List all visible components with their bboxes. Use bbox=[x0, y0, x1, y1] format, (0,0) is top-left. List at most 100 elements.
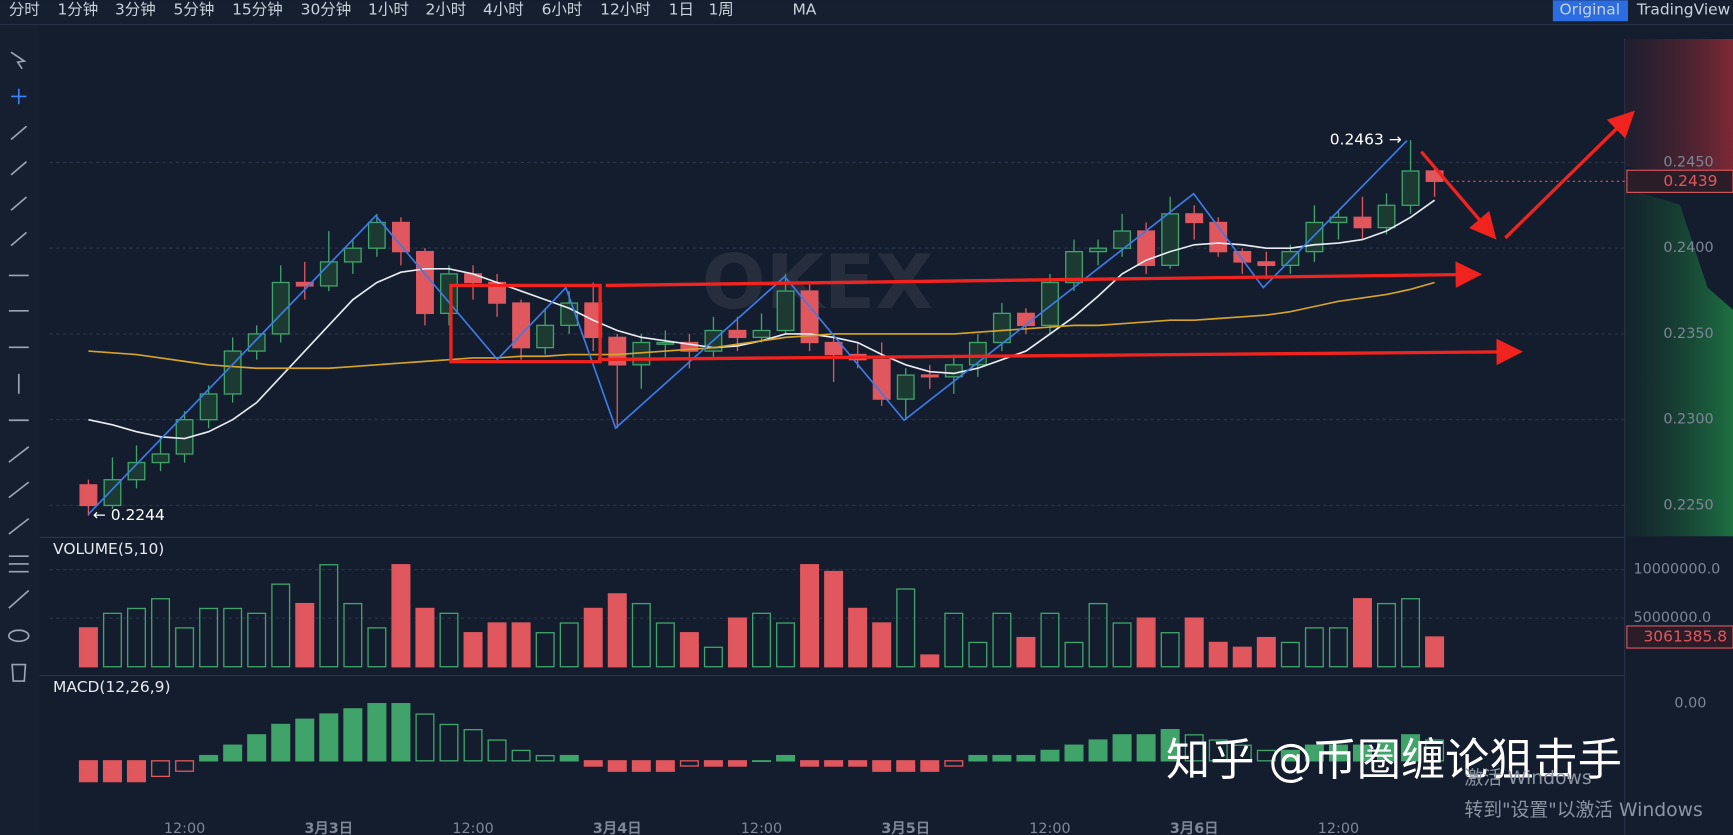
volume-bar bbox=[992, 612, 1012, 668]
timeframe[interactable]: 2小时 bbox=[426, 1, 467, 19]
macd-bar bbox=[800, 760, 820, 767]
macd-bar bbox=[655, 760, 675, 772]
last-volume-label: 3061385.8 bbox=[1643, 627, 1727, 645]
candle-body bbox=[416, 250, 434, 315]
volume-bar bbox=[102, 612, 122, 668]
volume-bar bbox=[920, 654, 940, 668]
volume-bar bbox=[800, 564, 820, 668]
volume-bar bbox=[1232, 646, 1252, 668]
volume-bar bbox=[223, 607, 243, 668]
volume-bar bbox=[896, 588, 916, 668]
arrow bbox=[1504, 110, 1635, 240]
macd-bar bbox=[848, 760, 868, 767]
volume-bar bbox=[439, 612, 459, 668]
volume-bar bbox=[1328, 627, 1348, 668]
macd-bar bbox=[1088, 739, 1108, 762]
candle-body bbox=[776, 290, 795, 332]
volume-bar bbox=[487, 622, 507, 668]
macd-bar bbox=[247, 734, 267, 762]
volume-bar bbox=[776, 622, 796, 668]
macd-bar bbox=[223, 744, 243, 762]
macd-bar bbox=[1280, 749, 1300, 762]
volume-bar bbox=[1112, 622, 1132, 668]
macd-bar bbox=[367, 703, 387, 762]
timeframe[interactable]: 1日 bbox=[669, 1, 694, 19]
volume-bar bbox=[1256, 636, 1276, 668]
zigzag bbox=[87, 140, 1408, 515]
candle-body bbox=[151, 453, 170, 464]
candle-body bbox=[824, 341, 843, 356]
macd-bar bbox=[535, 754, 555, 762]
macd-bar bbox=[968, 754, 988, 762]
macd-bar bbox=[1377, 739, 1397, 762]
volume-bar bbox=[559, 622, 579, 668]
macd-bar bbox=[1232, 744, 1252, 762]
macd-bar bbox=[415, 713, 435, 762]
macd-bar bbox=[1064, 744, 1084, 762]
candle-body bbox=[1089, 247, 1107, 253]
x-tick-label: 3月3日 bbox=[304, 820, 353, 835]
candle-body bbox=[103, 479, 122, 507]
timeframe[interactable]: 30分钟 bbox=[301, 1, 352, 19]
volume-bar bbox=[1352, 598, 1372, 668]
x-tick-label: 12:00 bbox=[1029, 821, 1070, 835]
candle-body bbox=[367, 221, 386, 249]
candle-body bbox=[1353, 216, 1372, 229]
volume-bar bbox=[1040, 612, 1060, 668]
y-tick-label: 0.2450 bbox=[1663, 154, 1713, 170]
candle-body bbox=[199, 393, 218, 421]
timeframe[interactable]: 15分钟 bbox=[232, 1, 283, 19]
candle-body bbox=[656, 341, 675, 345]
volume-bar bbox=[1160, 632, 1180, 668]
macd-bar bbox=[271, 723, 291, 762]
timeframe[interactable]: 4小时 bbox=[483, 1, 524, 19]
macd-bar bbox=[439, 723, 459, 762]
y-tick-label: 0.2250 bbox=[1663, 497, 1713, 513]
x-tick-label: 3月5日 bbox=[881, 820, 930, 835]
x-tick-label: 3月4日 bbox=[593, 820, 642, 835]
macd-bar bbox=[1304, 744, 1324, 762]
macd-bar bbox=[1016, 754, 1036, 762]
x-tick-label: 12:00 bbox=[164, 821, 205, 835]
macd-bar bbox=[319, 713, 339, 762]
timeframe[interactable]: 1分钟 bbox=[57, 1, 98, 19]
timeframe[interactable]: 3分钟 bbox=[115, 1, 156, 19]
volume-bar bbox=[703, 646, 723, 668]
macd-bar bbox=[1208, 739, 1228, 762]
volume-bar bbox=[511, 622, 531, 668]
macd-bar bbox=[992, 754, 1012, 762]
macd-bar bbox=[679, 760, 699, 767]
candle-body bbox=[680, 341, 699, 352]
timeframe[interactable]: 5分钟 bbox=[174, 1, 215, 19]
timeframe[interactable]: 6小时 bbox=[542, 1, 583, 19]
volume-bar bbox=[607, 593, 627, 668]
volume-bar bbox=[1016, 636, 1036, 668]
volume-bar bbox=[367, 627, 387, 668]
macd-bar bbox=[102, 760, 122, 783]
volume-bar bbox=[151, 598, 171, 668]
candle-body bbox=[536, 324, 555, 349]
timeframe[interactable]: 1小时 bbox=[368, 1, 409, 19]
timeframe[interactable]: 12小时 bbox=[600, 1, 651, 19]
candle-body bbox=[271, 281, 290, 335]
candle-body bbox=[247, 333, 266, 352]
timeframe[interactable]: 分时 bbox=[9, 1, 40, 19]
view[interactable]: TradingView bbox=[1636, 1, 1730, 19]
macd-bar bbox=[1136, 734, 1156, 762]
candle-body bbox=[752, 329, 771, 339]
y-tick-label: 0.2400 bbox=[1663, 240, 1713, 256]
volume-bar bbox=[343, 602, 363, 668]
arrow bbox=[597, 338, 1524, 366]
indicator-select[interactable]: MA bbox=[792, 1, 816, 19]
candle-body bbox=[1305, 221, 1324, 253]
timeframe[interactable]: 1周 bbox=[708, 1, 733, 19]
volume-bar bbox=[1377, 602, 1397, 668]
candle-body bbox=[1113, 230, 1132, 249]
volume-bar bbox=[415, 607, 435, 668]
candle-body bbox=[343, 247, 362, 263]
view-active[interactable] bbox=[1552, 0, 1629, 22]
candle-body bbox=[1041, 281, 1059, 327]
view[interactable]: Original bbox=[1559, 1, 1620, 19]
